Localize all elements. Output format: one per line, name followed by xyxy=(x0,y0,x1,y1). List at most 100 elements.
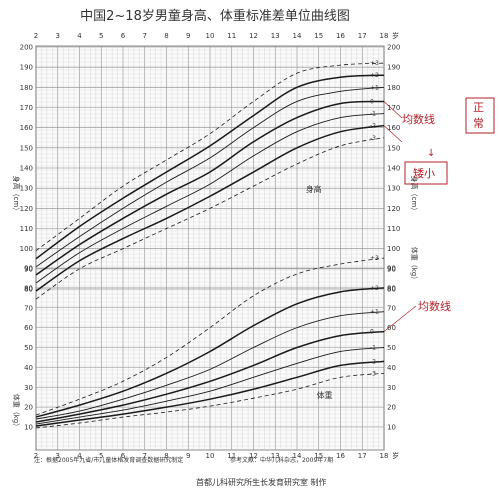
chart-grid xyxy=(35,45,385,451)
height-curve-median xyxy=(35,100,385,276)
x-tick-label-bottom: 3 xyxy=(56,452,60,460)
height-tick-right: 170 xyxy=(387,104,400,112)
short-label: 矮小 xyxy=(413,166,435,180)
mean-line-annotation-bottom: 均数线 xyxy=(418,299,451,313)
x-tick-label-bottom: 11 xyxy=(227,452,236,460)
height-tick-left: 160 xyxy=(20,124,33,132)
weight-curve-minus3 xyxy=(35,372,385,429)
weight-sd-label: +3 xyxy=(370,255,379,262)
weight-tick-right: 50 xyxy=(387,344,396,352)
weight-sd-label: -1 xyxy=(370,345,376,352)
normal-box xyxy=(465,97,495,134)
mean-pointer-bottom xyxy=(383,305,417,332)
weight-curve-plus2 xyxy=(35,287,385,418)
weight-sd-label: +1 xyxy=(370,309,379,316)
height-curve-plus1 xyxy=(35,86,385,268)
height-tick-left: 90 xyxy=(24,265,33,273)
height-tick-left: 80 xyxy=(24,286,33,294)
x-tick-label-bottom: 5 xyxy=(99,452,103,460)
x-tick-label-bottom: 6 xyxy=(121,452,126,460)
weight-tick-right: 60 xyxy=(387,324,396,332)
weight-tick-left: 50 xyxy=(24,344,33,352)
height-curve-plus2 xyxy=(35,74,385,260)
height-axis-title-right: 身高（cm） xyxy=(410,176,419,215)
height-tick-left: 100 xyxy=(20,245,33,253)
weight-tick-left: 40 xyxy=(24,364,33,372)
x-unit-bottom: 岁 xyxy=(392,451,399,460)
weight-curve-minus2 xyxy=(35,360,385,427)
x-tick-label-top: 11 xyxy=(227,32,236,40)
author-note: 首都儿科研究所生长发育研究室 制作 xyxy=(196,477,327,487)
chart-title: 中国2~18岁男童身高、体重标准差单位曲线图 xyxy=(80,8,350,24)
height-sd-label: -2 xyxy=(370,123,376,130)
x-tick-label-top: 8 xyxy=(164,32,168,40)
x-tick-label-bottom: 18 xyxy=(380,452,389,460)
height-tick-left: 190 xyxy=(20,64,33,72)
height-curve-minus1 xyxy=(35,113,385,284)
normal-label-line1: 正 xyxy=(473,101,484,114)
height-tick-right: 120 xyxy=(387,205,400,213)
x-tick-label-top: 12 xyxy=(249,32,258,40)
x-tick-label-bottom: 7 xyxy=(143,452,147,460)
weight-tick-left: 70 xyxy=(24,304,33,312)
height-tick-left: 200 xyxy=(20,44,33,52)
weight-curve-plus1 xyxy=(35,311,385,420)
x-unit-top: 岁 xyxy=(392,31,399,40)
x-tick-label-bottom: 15 xyxy=(314,452,323,460)
x-tick-label-top: 3 xyxy=(56,32,60,40)
height-tick-left: 130 xyxy=(20,185,33,193)
x-tick-label-top: 13 xyxy=(271,32,280,40)
height-tick-right: 130 xyxy=(387,185,400,193)
x-tick-label-bottom: 12 xyxy=(249,452,258,460)
height-tick-left: 170 xyxy=(20,104,33,112)
height-tick-right: 150 xyxy=(387,144,400,152)
chart-curves: +3 +2 +1 0 -1 -2 -3 +3 +2 +1 0 -1 -2 -3 xyxy=(35,60,417,429)
x-tick-label-bottom: 13 xyxy=(271,452,280,460)
height-sd-label: 0 xyxy=(370,98,374,105)
x-tick-label-top: 15 xyxy=(314,32,323,40)
x-tick-label-top: 5 xyxy=(99,32,103,40)
x-tick-label-top: 10 xyxy=(206,32,215,40)
height-tick-right: 200 xyxy=(387,44,400,52)
height-sd-label: -1 xyxy=(370,111,376,118)
height-axis-title-left: 身高（cm） xyxy=(12,176,21,215)
height-tick-right: 160 xyxy=(387,124,400,132)
height-group-label: 身高 xyxy=(306,184,322,194)
weight-tick-left: 80 xyxy=(24,284,33,292)
height-tick-left: 140 xyxy=(20,165,33,173)
weight-tick-left: 20 xyxy=(24,404,33,412)
weight-tick-left: 90 xyxy=(24,265,33,273)
weight-sd-label: -2 xyxy=(370,358,376,365)
weight-tick-right: 90 xyxy=(387,265,396,273)
height-sd-label: -3 xyxy=(370,135,376,142)
weight-tick-right: 80 xyxy=(387,284,396,292)
height-tick-right: 140 xyxy=(387,165,400,173)
reference-note: 参考文献：中华儿科杂志，2009年7期 xyxy=(230,456,333,464)
annotations: 均数线 正 常 ↓ 矮小 均数线 xyxy=(402,97,495,313)
x-tick-label-bottom: 9 xyxy=(186,452,190,460)
height-tick-left: 180 xyxy=(20,84,33,92)
height-sd-label: +1 xyxy=(370,84,379,91)
height-tick-right: 100 xyxy=(387,245,400,253)
weight-curve-plus3 xyxy=(35,257,385,416)
x-tick-label-top: 14 xyxy=(293,32,302,40)
mean-pointer-top xyxy=(383,101,403,119)
x-tick-label-top: 6 xyxy=(121,32,126,40)
x-tick-label-top: 2 xyxy=(34,32,38,40)
weight-tick-left: 30 xyxy=(24,384,33,392)
height-tick-right: 90 xyxy=(387,265,396,273)
down-arrow-icon: ↓ xyxy=(427,148,435,159)
x-tick-label-bottom: 2 xyxy=(34,452,38,460)
height-tick-right: 80 xyxy=(387,286,396,294)
height-tick-left: 150 xyxy=(20,144,33,152)
height-curve-plus3 xyxy=(35,62,385,252)
weight-tick-right: 70 xyxy=(387,304,396,312)
height-tick-left: 120 xyxy=(20,205,33,213)
x-tick-label-bottom: 4 xyxy=(77,452,82,460)
x-tick-label-top: 7 xyxy=(143,32,147,40)
short-pointer xyxy=(383,125,403,143)
weight-axis-title-left: 体重（kg） xyxy=(12,394,21,431)
weight-sd-label: 0 xyxy=(370,329,374,336)
x-tick-label-top: 18 xyxy=(380,32,389,40)
height-curve-minus2 xyxy=(35,124,385,292)
